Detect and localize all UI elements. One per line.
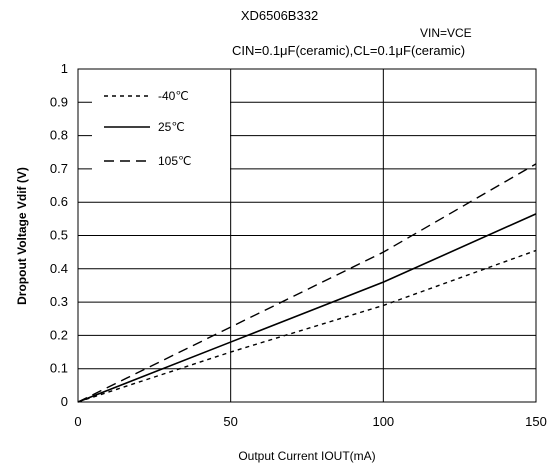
- chart-title: XD6506B332: [240, 8, 319, 23]
- series-line-0: [77, 249, 537, 403]
- y-tick-label: 0.5: [50, 228, 68, 243]
- series-lines: [77, 163, 537, 403]
- y-tick-label: 0.3: [50, 294, 68, 309]
- x-tick-label: 100: [372, 414, 394, 429]
- condition-vin: VIN=VCE: [420, 26, 472, 40]
- y-tick-label: 0.4: [50, 261, 68, 276]
- y-tick-label: 0.7: [50, 161, 68, 176]
- x-tick-label: 150: [525, 414, 547, 429]
- legend-label-1: 25℃: [158, 120, 185, 134]
- y-tick-label: 1: [61, 61, 68, 76]
- series-line-1: [77, 213, 537, 403]
- legend-label-0: -40℃: [158, 89, 189, 103]
- x-tick-label: 50: [223, 414, 237, 429]
- tick-labels: 0 0.1 0.2 0.3 0.4 0.5 0.6 0.7 0.8 0.9 1 0 50 100 150: [50, 61, 547, 429]
- condition-capacitors: CIN=0.1μF(ceramic),CL=0.1μF(ceramic): [232, 43, 466, 58]
- legend-label-2: 105℃: [158, 154, 192, 168]
- series-line-2: [77, 163, 537, 403]
- legend: -40℃ 25℃ 105℃: [92, 80, 230, 180]
- y-tick-label: 0.6: [50, 194, 68, 209]
- y-tick-label: 0.8: [50, 128, 68, 143]
- x-tick-label: 0: [74, 414, 81, 429]
- y-tick-label: 0.2: [50, 327, 68, 342]
- y-tick-label: 0: [61, 394, 68, 409]
- plot-frame: [77, 68, 537, 403]
- y-tick-label: 0.1: [50, 361, 68, 376]
- x-axis-label: Output Current IOUT(mA): [238, 449, 376, 463]
- y-tick-label: 0.9: [50, 94, 68, 109]
